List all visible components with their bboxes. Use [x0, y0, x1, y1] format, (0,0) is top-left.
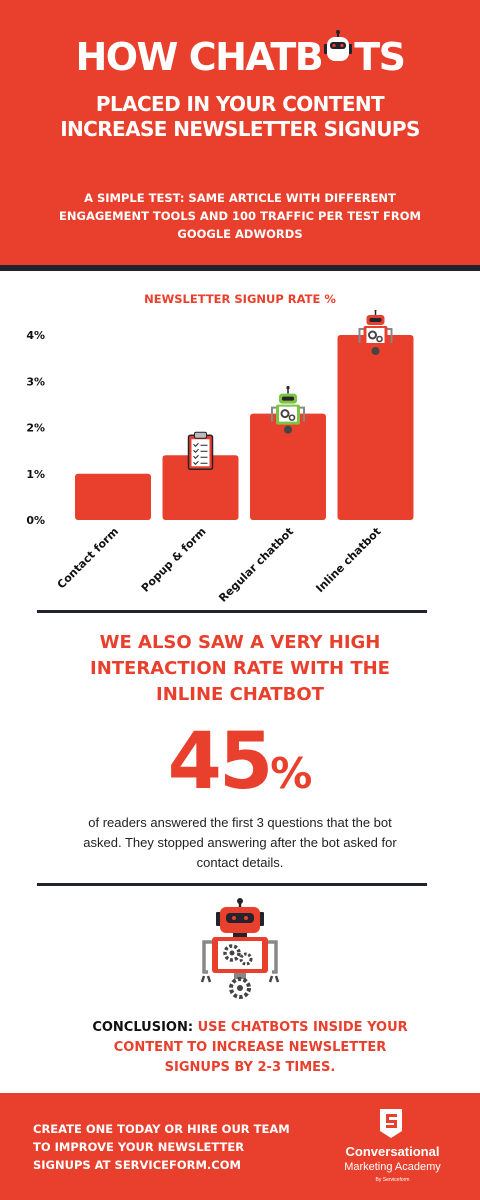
logo-line-3: By Serviceform: [375, 1177, 410, 1183]
section-divider-1: [37, 610, 427, 613]
test-description: A SIMPLE TEST: SAME ARTICLE WITH DIFFERE…: [59, 191, 421, 241]
conclusion-text: USE CHATBOTS INSIDE YOUR CONTENT TO INCR…: [113, 1020, 408, 1075]
stat-unit: %: [270, 749, 313, 798]
y-tick-label: 4%: [26, 329, 45, 342]
y-tick-label: 2%: [26, 422, 45, 435]
interaction-stat: 45%: [0, 722, 480, 814]
bar-popup-form: [162, 455, 239, 520]
y-tick-label: 1%: [26, 468, 45, 481]
robot-icon: [200, 898, 280, 999]
robot-head-icon: [322, 30, 354, 72]
page-title: HOW CHATB TS: [0, 30, 480, 80]
y-tick-label: 3%: [26, 375, 45, 388]
subtitle: PLACED IN YOUR CONTENT INCREASE NEWSLETT…: [60, 92, 420, 141]
x-tick-label: Regular chatbot: [216, 525, 296, 605]
clipboard-icon: [187, 431, 214, 470]
stat-value: 45: [167, 717, 274, 807]
bar-regular-chatbot: [250, 413, 326, 520]
section-divider-2: [37, 883, 427, 886]
bar-inline-chatbot: [337, 335, 414, 520]
logo-line-1: Conversational: [345, 1144, 440, 1159]
footer-cta: CREATE ONE TODAY OR HIRE OUR TEAM TO IMP…: [33, 1122, 290, 1172]
y-tick-label: 0%: [26, 514, 45, 527]
conclusion: CONCLUSION: USE CHATBOTS INSIDE YOUR CON…: [90, 1018, 410, 1078]
interaction-description: of readers answered the first 3 question…: [83, 815, 397, 870]
signup-rate-chart: 0% 1% 2% 3% 4% Contact form Popup & form Regul…: [26, 310, 414, 605]
red-robot-icon: [358, 310, 393, 355]
x-tick-label: Inline chatbot: [313, 525, 383, 595]
x-tick-label: Contact form: [55, 525, 121, 591]
conclusion-label: CONCLUSION:: [92, 1020, 194, 1035]
interaction-heading: WE ALSO SAW A VERY HIGH INTERACTION RATE…: [90, 632, 390, 705]
hero-divider-bar: [0, 265, 480, 271]
logo-line-2: Marketing Academy: [344, 1161, 441, 1173]
x-tick-label: Popup & form: [139, 525, 209, 595]
chart-title: NEWSLETTER SIGNUP RATE %: [144, 292, 336, 306]
title-part-1: HOW CHATB: [75, 35, 323, 79]
title-part-2: TS: [354, 35, 406, 79]
bar-contact-form: [75, 473, 151, 520]
hero-banner: [0, 0, 480, 265]
serviceform-logo-icon: [380, 1109, 402, 1138]
green-robot-icon: [271, 386, 305, 434]
